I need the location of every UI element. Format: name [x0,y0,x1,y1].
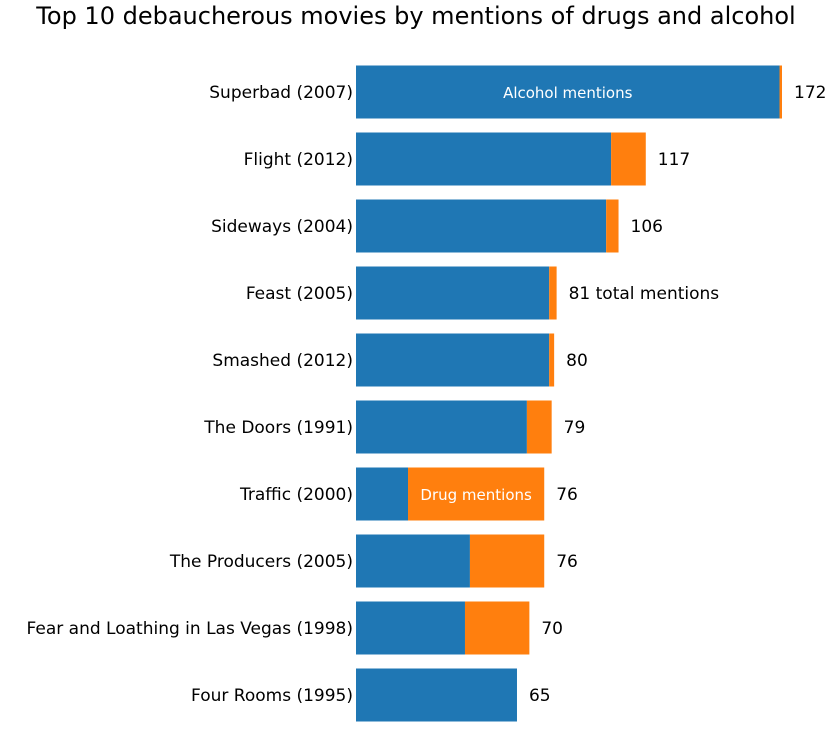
total-label: 81 total mentions [569,284,720,304]
bar-alcohol [356,400,527,454]
total-label: 76 [556,485,578,505]
bar-alcohol [356,668,517,722]
total-label: 117 [658,150,690,170]
bar-drug [464,601,530,655]
total-label: 65 [529,686,551,706]
annotation-alcohol-mentions: Alcohol mentions [503,84,633,102]
category-label: Feast (2005) [246,284,353,304]
category-label: Fear and Loathing in Las Vegas (1998) [27,619,353,639]
category-label: Flight (2012) [244,150,353,170]
bar-drug [606,199,619,253]
chart-title: Top 10 debaucherous movies by mentions o… [36,2,796,30]
category-label: The Doors (1991) [203,418,353,438]
bar-alcohol [356,333,550,387]
bar-alcohol [356,534,470,588]
category-label: Superbad (2007) [209,83,353,103]
category-label: Traffic (2000) [239,485,353,505]
bar-drug [549,333,555,387]
category-label: Four Rooms (1995) [191,686,353,706]
bar-alcohol [356,199,607,253]
bar-alcohol [356,467,409,521]
total-label: 79 [564,418,586,438]
total-label: 106 [631,217,663,237]
bar-alcohol [356,266,550,320]
bar-alcohol [356,132,612,186]
category-label: The Producers (2005) [169,552,353,572]
bar-alcohol [356,65,780,119]
bar-drug [408,467,545,521]
bar-drug [469,534,545,588]
total-label: 80 [566,351,588,371]
category-label: Sideways (2004) [211,217,353,237]
annotation-drug-mentions: Drug mentions [420,486,532,504]
bar-drug [611,132,646,186]
total-label: 76 [556,552,578,572]
bar-alcohol [356,601,465,655]
bar-drug [549,266,557,320]
bar-drug [526,400,552,454]
bar-drug [779,65,782,119]
total-label: 70 [541,619,563,639]
category-label: Smashed (2012) [212,351,353,371]
total-label: 172 [794,83,826,103]
